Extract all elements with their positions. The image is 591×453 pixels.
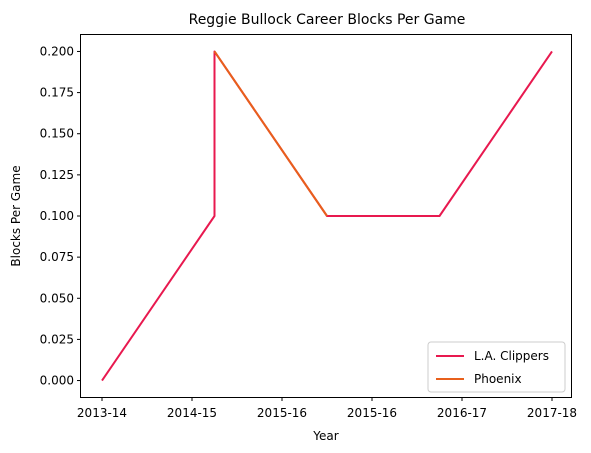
y-tick-label: 0.100 [40,209,74,223]
y-tick-label: 0.125 [40,168,74,182]
x-tick-label: 2013-14 [77,406,127,420]
y-tick-label: 0.075 [40,250,74,264]
y-tick-label: 0.025 [40,332,74,346]
x-tick-label: 2014-15 [167,406,217,420]
chart-title: Reggie Bullock Career Blocks Per Game [189,12,466,28]
x-axis: 2013-14 2014-15 2015-16 2015-16 2016-17 2017-… [77,397,577,420]
y-tick-label: 0.050 [40,291,74,305]
legend: L.A. Clippers Phoenix [427,341,566,393]
y-tick-label: 0.175 [40,86,74,100]
series-line-phoenix [213,50,328,217]
y-axis-title: Blocks Per Game [9,165,23,266]
x-tick-label: 2017-18 [527,406,577,420]
y-axis: 0.000 0.025 0.050 0.075 0.100 0.125 0.150 0.175… [40,44,81,388]
y-tick-label: 0.150 [40,127,74,141]
legend-label-clippers: L.A. Clippers [474,349,549,363]
x-tick-label: 2015-16 [257,406,307,420]
x-tick-label: 2016-17 [437,406,487,420]
legend-label-phoenix: Phoenix [474,372,522,386]
x-axis-title: Year [312,429,338,443]
y-tick-label: 0.200 [40,44,74,58]
plot-area [101,50,553,382]
y-tick-label: 0.000 [40,374,74,388]
x-tick-label: 2015-16 [347,406,397,420]
